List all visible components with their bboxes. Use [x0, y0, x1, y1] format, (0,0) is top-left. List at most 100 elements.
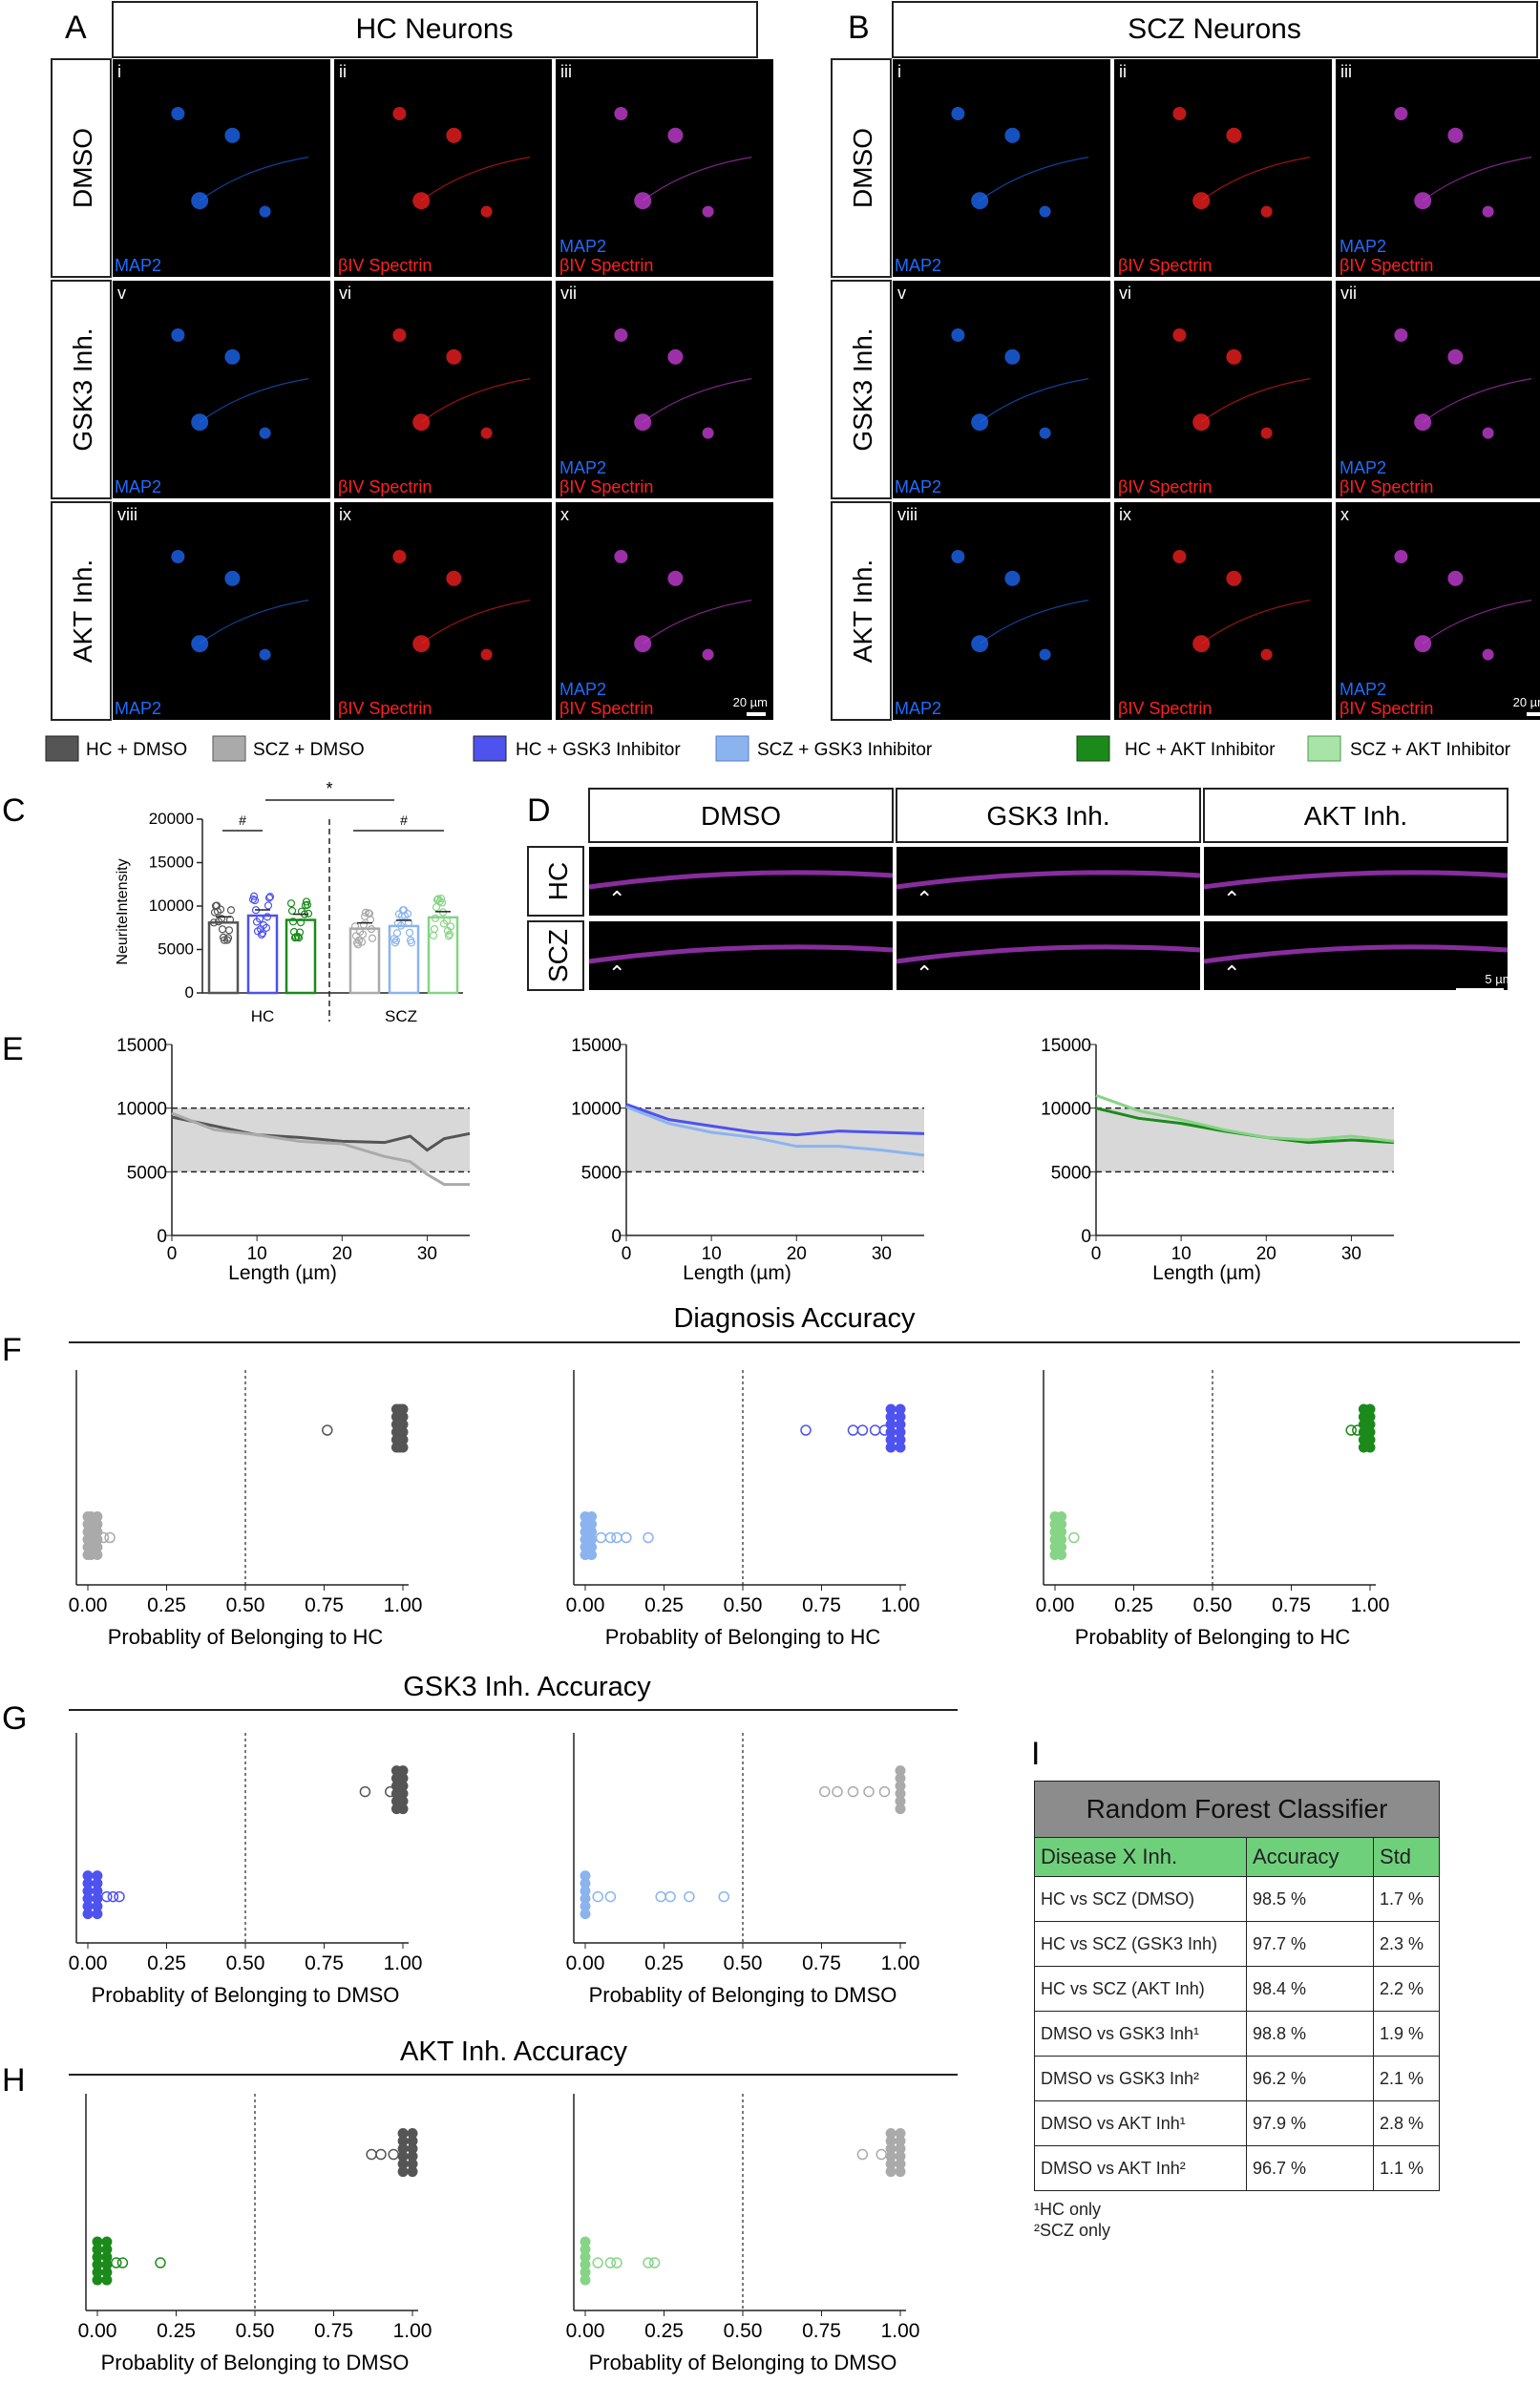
- data-point: [265, 893, 275, 901]
- data-point: [832, 1785, 843, 1798]
- series-line: [625, 1105, 925, 1157]
- data-point: [431, 914, 440, 922]
- legend-swatch-scz-dmso: [212, 735, 246, 762]
- table-cell: 98.4 %: [1246, 1966, 1374, 2012]
- y-tick-label: 10000: [571, 1100, 622, 1120]
- tile-roman-numeral: vii: [1340, 284, 1357, 303]
- panel-letter-c: C: [2, 792, 26, 829]
- data-point: [648, 2257, 661, 2268]
- data-point: [592, 2257, 603, 2268]
- x-tick-label: 0.00: [69, 1594, 108, 1616]
- panel-f-title: Diagnosis Accuracy: [673, 1303, 916, 1334]
- stain-label-map2: MAP2: [115, 477, 161, 496]
- row-label: HC: [543, 862, 573, 900]
- cell-soma: [1004, 127, 1021, 143]
- y-tick-label: 0: [1081, 1227, 1091, 1247]
- table-row: DMSO vs GSK3 Inh² 96.2 % 2.1 %: [1034, 2056, 1440, 2101]
- data-point: [684, 1890, 695, 1903]
- x-tick-label: 1.00: [881, 1594, 920, 1616]
- data-point: [446, 922, 455, 931]
- data-point: [595, 1531, 607, 1544]
- table-cell: 97.9 %: [1246, 2100, 1374, 2146]
- x-tick-label: 0.50: [724, 1952, 763, 1974]
- row-label: DMSO: [848, 128, 877, 208]
- y-tick-label: 15000: [1041, 1036, 1091, 1056]
- data-point: [367, 924, 376, 934]
- chevron-up-icon: ⌃: [608, 887, 625, 911]
- y-tick-label: 20000: [149, 810, 194, 828]
- tile-roman-numeral: iii: [560, 62, 572, 81]
- panel-c-bar-chart: NeuriteIntensity HC SCZ # * # 0 5000 10000…: [115, 779, 463, 1025]
- x-tick-label: 30: [1341, 1244, 1361, 1264]
- data-point: [359, 920, 369, 929]
- neurite: [1200, 600, 1311, 644]
- x-axis-label: Probablity of Belonging to DMSO: [101, 2351, 410, 2374]
- x-tick-label: 10: [1171, 1244, 1192, 1264]
- x-axis-label: Probablity of Belonging to DMSO: [92, 1983, 400, 2007]
- data-point: [220, 936, 229, 944]
- table-cell: 2.8 %: [1373, 2100, 1440, 2146]
- stain-label-map2: MAP2: [559, 680, 606, 699]
- cell-soma: [667, 127, 684, 143]
- legend-label: HC + AKT Inhibitor: [1125, 740, 1276, 760]
- cell-soma: [1447, 348, 1464, 365]
- data-point: [388, 2148, 399, 2161]
- cell-soma: [951, 550, 965, 563]
- x-tick-label: 0.50: [724, 2320, 763, 2342]
- y-tick-label: 10000: [1041, 1100, 1091, 1120]
- data-point: [432, 896, 442, 904]
- series-line: [171, 1111, 470, 1187]
- x-tick-label: 1.00: [881, 1952, 920, 1974]
- x-tick-label: 0.75: [314, 2320, 353, 2342]
- data-point: [847, 1424, 859, 1436]
- data-point: [375, 2148, 387, 2161]
- tile-roman-numeral: vii: [560, 284, 577, 303]
- neurite: [1422, 600, 1532, 644]
- neurite: [199, 600, 309, 644]
- data-point: [355, 927, 365, 937]
- x-tick-label: 20: [332, 1244, 352, 1264]
- tile-roman-numeral: v: [117, 284, 126, 303]
- stain-label-map2: MAP2: [895, 256, 941, 275]
- cell-soma: [480, 205, 493, 218]
- neurite: [199, 157, 309, 201]
- stain-label-map2: MAP2: [559, 237, 606, 256]
- row-label-box: [527, 846, 584, 917]
- micrograph-tile: [113, 502, 330, 720]
- y-tick-label: 10000: [149, 897, 194, 915]
- panel-c-group-hc: HC: [251, 1007, 275, 1025]
- x-tick-label: 0.25: [157, 2320, 196, 2342]
- panel-b-title-box: [892, 1, 1538, 58]
- data-point: [249, 892, 259, 900]
- micrograph-tile: [1114, 281, 1332, 498]
- table-cell: HC vs SCZ (DMSO): [1034, 1876, 1247, 1922]
- table-cell: 1.7 %: [1373, 1876, 1440, 1922]
- data-point: [586, 1550, 598, 1560]
- column-header: AKT Inh.: [1304, 801, 1407, 831]
- cell-soma: [1004, 570, 1021, 586]
- row-label: AKT Inh.: [68, 559, 97, 663]
- x-tick-label: 1.00: [384, 1594, 423, 1616]
- data-point: [718, 1890, 729, 1903]
- data-point: [611, 2257, 622, 2268]
- data-point: [875, 2148, 887, 2161]
- footnote: ²SCZ only: [1034, 2221, 1111, 2240]
- row-label-box: [831, 501, 892, 721]
- series-line: [171, 1115, 471, 1152]
- data-point: [407, 939, 416, 947]
- cell-soma: [667, 570, 684, 586]
- axon-segment: [896, 944, 1201, 964]
- data-point: [604, 2257, 617, 2268]
- table-cell: DMSO vs AKT Inh²: [1034, 2145, 1247, 2191]
- x-tick-label: 0.00: [566, 1952, 605, 1974]
- cell-soma: [224, 127, 241, 143]
- stain-label-map2: MAP2: [895, 477, 941, 496]
- data-point: [390, 1804, 402, 1815]
- data-point: [214, 918, 223, 926]
- x-tick-label: 1.00: [1351, 1594, 1390, 1616]
- data-point: [263, 913, 272, 921]
- data-point: [885, 1442, 897, 1453]
- x-tick-label: 0.25: [1114, 1594, 1153, 1616]
- stain-label-spectrin: βIV Spectrin: [1118, 256, 1212, 275]
